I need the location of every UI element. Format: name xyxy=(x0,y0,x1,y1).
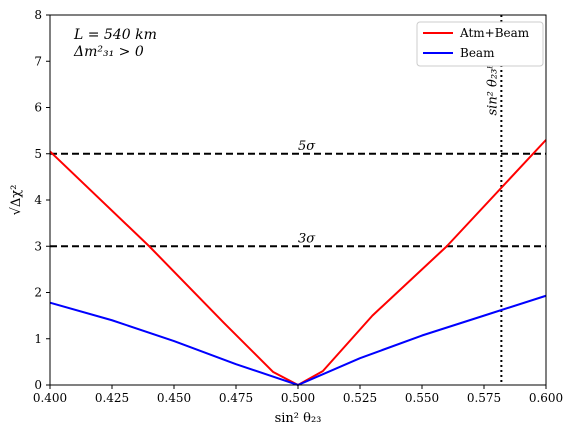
y-tick-label: 4 xyxy=(34,193,42,207)
y-tick-label: 7 xyxy=(34,54,42,68)
y-tick-label: 2 xyxy=(34,286,42,300)
x-tick-label: 0.600 xyxy=(529,391,563,405)
x-tick-label: 0.475 xyxy=(219,391,253,405)
series-line-beam xyxy=(49,294,547,386)
series-line-atm-beam xyxy=(49,139,547,386)
x-tick-label: 0.525 xyxy=(343,391,377,405)
x-tick-label: 0.500 xyxy=(281,391,315,405)
plot-frame xyxy=(49,14,547,386)
x-axis-label: sin² θ₂₃ xyxy=(275,411,322,426)
plot-layer: 5σ 3σ sin² θ₂₃ᵇᶠ 0.400 0.425 0.450 0.475 0.500 0… xyxy=(33,8,563,405)
y-tick-label: 3 xyxy=(34,239,42,253)
y-tick-label: 1 xyxy=(34,332,42,346)
y-tick-label: 6 xyxy=(34,101,42,115)
y-axis-label: √Δχ² xyxy=(9,185,24,216)
reference-line-label-2: sin² θ₂₃ᵇᶠ xyxy=(485,59,500,116)
reference-line-label-0: 5σ xyxy=(298,139,316,154)
y-tick-label: 5 xyxy=(34,147,42,161)
x-tick-label: 0.450 xyxy=(157,391,191,405)
y-tick-label: 8 xyxy=(34,8,42,22)
y-tick-label: 0 xyxy=(34,378,42,392)
legend: Atm+Beam Beam xyxy=(416,21,544,67)
legend-label-atm-beam: Atm+Beam xyxy=(459,26,530,40)
reference-line-label-1: 3σ xyxy=(298,231,316,246)
x-tick-label: 0.575 xyxy=(467,391,501,405)
x-tick-label: 0.425 xyxy=(95,391,129,405)
annotation-mass-ordering: Δm²₃₁ > 0 xyxy=(73,44,144,60)
x-tick-label: 0.400 xyxy=(33,391,67,405)
legend-label-beam: Beam xyxy=(460,46,495,60)
x-tick-label: 0.550 xyxy=(405,391,439,405)
annotation-baseline: L = 540 km xyxy=(73,27,157,43)
